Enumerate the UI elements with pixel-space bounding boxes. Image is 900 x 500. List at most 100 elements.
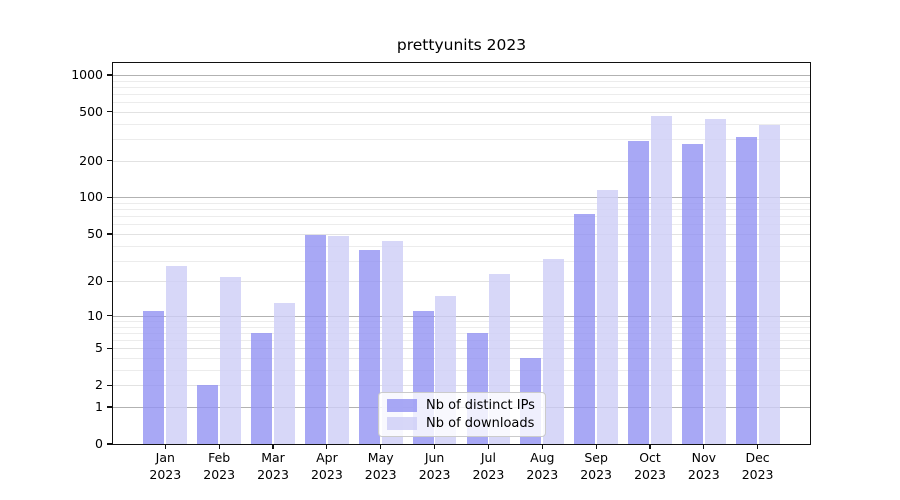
bar-downloads-jan [166, 266, 188, 444]
x-tick-label-oct: Oct 2023 [634, 450, 666, 482]
plot-area [112, 62, 811, 445]
bar-ips-oct [628, 140, 650, 444]
y-tick-label-20: 20 [87, 273, 103, 289]
gridline-800 [113, 86, 810, 88]
y-tick-label-1: 1 [95, 399, 103, 414]
y-tick-10 [107, 315, 112, 317]
x-tick-label-jul: Jul 2023 [472, 450, 505, 482]
x-tick-aug [541, 444, 543, 449]
legend-swatch-distinct-ips [387, 398, 417, 412]
bar-ips-mar [251, 332, 273, 444]
gridline-5 [113, 348, 810, 350]
bar-ips-may [358, 249, 380, 444]
bar-ips-feb [197, 385, 219, 444]
gridline-1000 [113, 74, 810, 76]
gridline-50 [113, 233, 810, 235]
gridline-9 [113, 321, 810, 322]
x-tick-mar [272, 444, 274, 449]
legend-row-distinct-ips: Nb of distinct IPs [387, 398, 537, 413]
y-tick-20 [107, 280, 112, 282]
y-tick-label-50: 50 [87, 225, 103, 241]
legend-label-distinct-ips: Nb of distinct IPs [426, 397, 535, 413]
gridline-40 [113, 245, 810, 247]
gridline-20 [113, 281, 810, 283]
gridline-700 [113, 93, 810, 95]
x-tick-label-may: May 2023 [364, 450, 397, 482]
y-tick-100 [107, 196, 112, 199]
y-tick-2 [107, 384, 112, 386]
gridline-600 [113, 102, 810, 104]
gridline-300 [113, 139, 810, 141]
x-tick-jan [164, 444, 166, 449]
y-tick-50 [107, 233, 112, 235]
x-tick-label-jan: Jan 2023 [149, 450, 182, 482]
bar-downloads-dec [758, 124, 780, 444]
gridline-100 [113, 197, 810, 199]
y-tick-label-1000: 1000 [71, 66, 103, 82]
bar-downloads-aug [543, 258, 565, 444]
gridline-80 [113, 209, 810, 211]
bar-ips-jan [143, 311, 165, 444]
bar-downloads-oct [650, 116, 672, 444]
x-tick-nov [703, 444, 705, 449]
y-tick-label-2: 2 [95, 377, 103, 393]
bar-ips-sep [574, 214, 596, 444]
x-tick-label-dec: Dec 2023 [741, 450, 774, 482]
legend-row-downloads: Nb of downloads [387, 416, 537, 431]
x-tick-apr [326, 444, 328, 449]
gridline-4 [113, 358, 810, 359]
x-tick-label-mar: Mar 2023 [257, 450, 289, 482]
gridline-30 [113, 260, 810, 262]
bar-downloads-feb [220, 276, 242, 444]
legend: Nb of distinct IPs Nb of downloads [378, 392, 546, 437]
bar-downloads-mar [273, 303, 295, 444]
bar-downloads-apr [327, 236, 349, 444]
gridline-900 [113, 80, 810, 82]
bar-ips-nov [681, 143, 703, 444]
x-tick-label-jun: Jun 2023 [418, 450, 451, 482]
x-tick-sep [595, 444, 597, 449]
gridline-6 [113, 340, 810, 341]
y-tick-label-500: 500 [79, 103, 103, 119]
x-tick-label-feb: Feb 2023 [203, 450, 236, 482]
x-tick-may [380, 444, 382, 449]
y-tick-500 [107, 111, 112, 113]
gridline-500 [113, 111, 810, 113]
gridline-10 [113, 315, 810, 317]
y-tick-label-10: 10 [87, 307, 103, 323]
y-tick-label-200: 200 [79, 152, 103, 168]
gridline-70 [113, 216, 810, 218]
gridline-8 [113, 326, 810, 328]
gridline-400 [113, 123, 810, 125]
bar-ips-dec [735, 137, 757, 444]
x-tick-jun [433, 444, 436, 449]
x-tick-label-aug: Aug 2023 [526, 450, 559, 482]
gridline-7 [113, 332, 810, 334]
gridline-60 [113, 224, 810, 226]
bar-downloads-sep [597, 190, 618, 444]
x-tick-feb [218, 444, 220, 449]
y-tick-label-100: 100 [79, 189, 103, 205]
x-tick-label-nov: Nov 2023 [687, 450, 720, 482]
gridline-90 [113, 203, 810, 204]
x-tick-dec [757, 444, 759, 449]
y-tick-1 [107, 406, 112, 408]
y-tick-label-5: 5 [95, 340, 103, 356]
gridline-200 [113, 160, 810, 162]
y-tick-5 [107, 347, 112, 349]
y-tick-0 [107, 443, 112, 445]
bar-downloads-nov [704, 118, 726, 444]
y-tick-200 [107, 160, 112, 162]
x-tick-oct [649, 444, 651, 449]
y-tick-1000 [107, 74, 112, 76]
y-tick-label-0: 0 [95, 436, 103, 451]
x-tick-label-apr: Apr 2023 [310, 450, 343, 482]
legend-swatch-downloads [387, 417, 417, 431]
gridline-2 [113, 385, 810, 387]
legend-label-downloads: Nb of downloads [426, 416, 535, 432]
x-tick-label-sep: Sep 2023 [580, 450, 612, 482]
gridline-3 [113, 369, 810, 371]
x-tick-jul [487, 444, 490, 449]
chart-title: prettyunits 2023 [396, 36, 527, 54]
